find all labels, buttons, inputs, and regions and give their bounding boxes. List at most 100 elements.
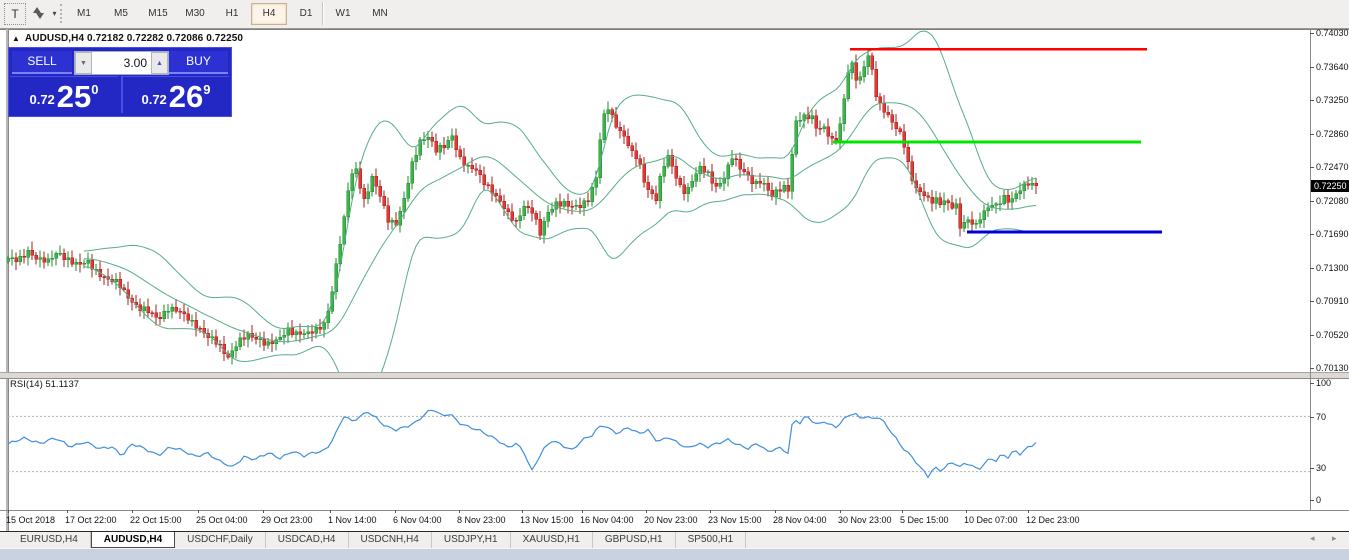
time-axis-tick: [1028, 510, 1029, 513]
price-axis-label: 0.74030: [1316, 28, 1349, 38]
price-axis-label: 0.73250: [1316, 95, 1349, 105]
time-axis-tick: [966, 510, 967, 513]
price-axis-tick: [1310, 200, 1314, 202]
buy-price-sup: 9: [203, 82, 211, 97]
price-axis-tick: [1310, 66, 1314, 68]
timeframe-button-m1[interactable]: M1: [77, 8, 91, 19]
tab-gbpusd-h1[interactable]: GBPUSD,H1: [593, 532, 676, 548]
pane-splitter[interactable]: [0, 372, 1349, 379]
timeframe-toolbar: M1 M5 M15 M30 H1 H4 D1 W1 MN: [66, 3, 399, 25]
time-axis-label: 30 Nov 23:00: [838, 515, 892, 525]
sell-button[interactable]: SELL: [12, 51, 72, 74]
time-axis-label: 22 Oct 15:00: [130, 515, 182, 525]
top-toolbar: T ▾ M1 M5 M15 M30 H1 H4 D1 W1 MN: [0, 0, 1349, 29]
sell-price-display[interactable]: 0.72 25 0: [10, 76, 118, 113]
time-axis-label: 20 Nov 23:00: [644, 515, 698, 525]
price-axis-label: 0.70910: [1316, 296, 1349, 306]
rsi-axis-label: 30: [1316, 463, 1327, 473]
time-axis-tick: [8, 510, 9, 513]
rsi-axis-tick: [1310, 383, 1314, 384]
time-axis-label: 25 Oct 04:00: [196, 515, 248, 525]
timeframe-button-d1[interactable]: D1: [299, 8, 313, 19]
current-price-badge: 0.72250: [1311, 179, 1349, 192]
time-axis-tick: [395, 510, 396, 513]
one-click-trading-panel: SELL ▼ ▲ BUY 0.72 25 0 0.72 26 9: [8, 47, 232, 117]
toolbar-separator: [322, 2, 324, 25]
tab-xauusd-h1[interactable]: XAUUSD,H1: [511, 532, 593, 548]
tab-sp500-h1[interactable]: SP500,H1: [676, 532, 747, 548]
price-axis-tick: [1310, 267, 1314, 269]
price-axis-tick: [1310, 368, 1314, 369]
rsi-axis-label: 70: [1316, 412, 1327, 422]
timeframe-button-h1[interactable]: H1: [225, 8, 239, 19]
chart-tab-bar: EURUSD,H4 AUDUSD,H4 USDCHF,Daily USDCAD,H4 U…: [0, 531, 1349, 548]
time-axis-label: 10 Dec 07:00: [964, 515, 1018, 525]
tab-eurusd-h4[interactable]: EURUSD,H4: [8, 532, 91, 548]
tab-scroll-right-icon[interactable]: ▸: [1332, 533, 1337, 543]
rsi-axis-label: 0: [1316, 495, 1322, 505]
time-axis-tick: [459, 510, 460, 513]
arrows-dropdown-button[interactable]: ▾: [30, 3, 60, 23]
price-axis-label: 0.70520: [1316, 329, 1349, 340]
timeframe-button-w1[interactable]: W1: [335, 8, 351, 19]
price-axis-tick: [1310, 33, 1314, 34]
time-axis-label: 6 Nov 04:00: [393, 515, 442, 525]
tab-usdchf-daily[interactable]: USDCHF,Daily: [175, 532, 266, 548]
rsi-pane-border: [0, 510, 1349, 511]
rsi-axis-label: 100: [1316, 378, 1332, 388]
buy-price-prefix: 0.72: [141, 92, 167, 107]
time-axis-label: 13 Nov 15:00: [520, 515, 574, 525]
time-axis-tick: [646, 510, 647, 513]
price-axis-label: 0.71300: [1316, 262, 1349, 273]
text-tool-button[interactable]: T: [4, 3, 26, 25]
buy-button[interactable]: BUY: [169, 51, 228, 74]
price-axis-label: 0.71690: [1316, 229, 1349, 239]
time-axis-label: 16 Nov 04:00: [580, 515, 634, 525]
arrow-down-icon: [36, 13, 45, 19]
rsi-axis-tick: [1310, 500, 1314, 501]
timeframe-button-m5[interactable]: M5: [114, 8, 128, 19]
status-bar: [0, 548, 1349, 560]
price-axis-tick: [1310, 334, 1314, 336]
main-chart-canvas[interactable]: [7, 30, 1310, 372]
time-axis-tick: [710, 510, 711, 513]
tab-usdcnh-h4[interactable]: USDCNH,H4: [349, 532, 432, 548]
chevron-down-icon: ▾: [52, 8, 57, 18]
time-axis-tick: [840, 510, 841, 513]
time-axis-label: 29 Oct 23:00: [261, 515, 313, 525]
sell-price-big: 25: [56, 79, 92, 114]
time-axis-tick: [775, 510, 776, 513]
tab-usdcad-h4[interactable]: USDCAD,H4: [266, 532, 349, 548]
price-axis-tick: [1310, 100, 1314, 101]
toolbar-grip[interactable]: [60, 4, 65, 23]
volume-increase-button[interactable]: ▲: [151, 52, 168, 74]
time-axis-tick: [902, 510, 903, 513]
price-axis-border: [1310, 29, 1311, 510]
window-left-edge: [6, 29, 9, 531]
timeframe-button-mn[interactable]: MN: [372, 8, 388, 19]
buy-price-display[interactable]: 0.72 26 9: [121, 76, 229, 113]
price-axis-label: 0.72860: [1316, 128, 1349, 139]
timeframe-button-h4[interactable]: H4: [251, 3, 287, 25]
tab-audusd-h4[interactable]: AUDUSD,H4: [90, 532, 176, 548]
one-click-collapse-icon[interactable]: ▲: [12, 34, 20, 43]
time-axis-tick: [198, 510, 199, 513]
tab-scroll-left-icon[interactable]: ◂: [1310, 533, 1315, 543]
time-axis-label: 1 Nov 14:00: [328, 515, 377, 525]
time-axis-label: 15 Oct 2018: [6, 515, 56, 525]
volume-decrease-button[interactable]: ▼: [75, 52, 92, 74]
price-axis-tick: [1310, 301, 1314, 302]
volume-input[interactable]: [92, 52, 151, 74]
rsi-chart-canvas[interactable]: [7, 377, 1310, 510]
time-axis-label: 23 Nov 15:00: [708, 515, 762, 525]
tab-usdjpy-h1[interactable]: USDJPY,H1: [432, 532, 511, 548]
rsi-axis-tick: [1310, 468, 1314, 469]
time-axis-tick: [263, 510, 264, 513]
time-axis-label: 28 Nov 04:00: [773, 515, 827, 525]
rsi-indicator-label: RSI(14) 51.1137: [10, 379, 80, 390]
timeframe-button-m30[interactable]: M30: [185, 8, 205, 19]
timeframe-button-m15[interactable]: M15: [148, 8, 168, 19]
price-axis-tick: [1310, 234, 1314, 235]
arrow-up-icon: [33, 7, 42, 13]
